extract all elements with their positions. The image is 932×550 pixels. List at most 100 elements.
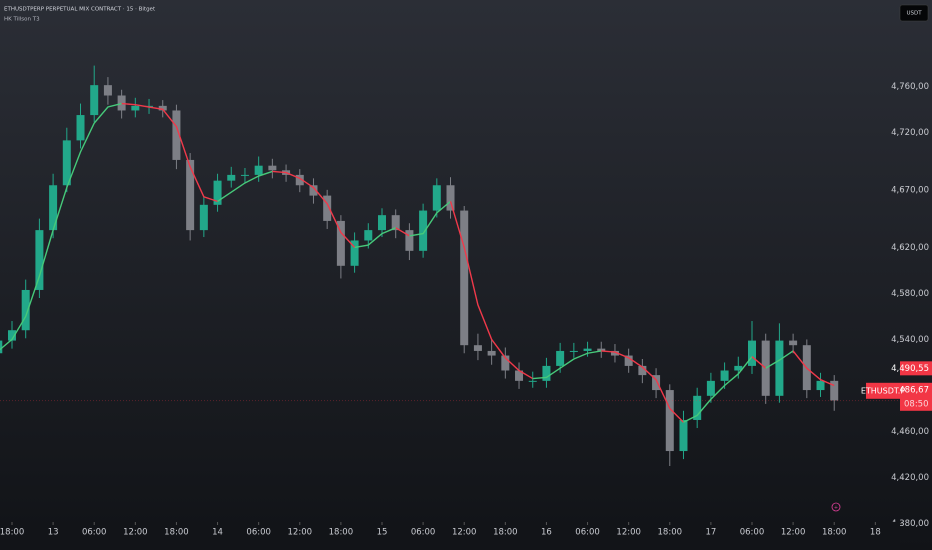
- t3-line: [532, 350, 602, 380]
- event-marker[interactable]: [831, 502, 841, 512]
- candle-body: [679, 419, 688, 452]
- candle-body: [665, 390, 674, 452]
- candle-body: [515, 370, 524, 381]
- t3-line: [601, 350, 684, 423]
- x-tick-label: 12:00: [123, 528, 148, 538]
- candle-body: [473, 345, 482, 351]
- candle-body: [90, 85, 99, 116]
- candle-body: [35, 230, 44, 290]
- candle-body: [624, 355, 633, 366]
- t3-line: [409, 200, 451, 237]
- candle-body: [501, 355, 510, 371]
- price-box: [900, 361, 932, 376]
- candle-body: [131, 105, 140, 111]
- candle-body: [528, 380, 537, 382]
- candle-body: [487, 350, 496, 356]
- candle-body: [391, 215, 400, 231]
- x-tick-label: 12:00: [452, 528, 477, 538]
- candle-body: [569, 350, 578, 352]
- t3-line: [217, 170, 273, 202]
- candle-body: [432, 185, 441, 211]
- candle-body: [775, 340, 784, 396]
- currency: USDT: [906, 11, 922, 17]
- candle-body: [652, 375, 661, 391]
- y-tick-label: 4,720,00: [891, 128, 929, 138]
- candle-body: [172, 110, 181, 160]
- y-tick-label: 4,460,00: [891, 427, 929, 437]
- y-tick-label: 4,540,00: [891, 335, 929, 345]
- candle-body: [583, 348, 592, 351]
- x-tick-label: 06:00: [246, 528, 271, 538]
- plot-area: [0, 65, 839, 467]
- candle-body: [21, 289, 30, 331]
- x-tick-label: 12:00: [616, 528, 641, 538]
- t3-line: [395, 227, 410, 237]
- last-price-label: 4,486,67: [891, 385, 929, 395]
- candle-body: [747, 340, 756, 366]
- x-tick-label: 18:00: [0, 528, 24, 538]
- last-price-box: [900, 382, 932, 411]
- candle-body: [350, 240, 359, 266]
- x-tick-label: 18:00: [658, 528, 683, 538]
- candle-body: [789, 340, 798, 346]
- candle-body: [49, 185, 58, 231]
- candle-body: [542, 365, 551, 381]
- x-tick-label: 12:00: [288, 528, 313, 538]
- y-tick-label: 4,380,00: [891, 519, 929, 529]
- candle-body: [761, 340, 770, 396]
- x-tick-label: 06:00: [411, 528, 436, 538]
- x-tick-label: 16: [541, 528, 552, 538]
- candle-body: [117, 95, 126, 111]
- chart-title: ETHUSDTPERP PERPETUAL MIX CONTRACT · 15 …: [4, 7, 156, 13]
- x-tick-label: 18:00: [164, 528, 189, 538]
- t3-line: [751, 356, 767, 369]
- candle-body: [693, 395, 702, 420]
- x-tick-label: 06:00: [575, 528, 600, 538]
- x-tick-label: 06:00: [740, 528, 765, 538]
- candle-body: [213, 180, 222, 205]
- indicator-name: HK Tillson T3: [4, 17, 40, 23]
- candle-body: [830, 380, 839, 401]
- t3-line: [765, 350, 794, 369]
- candle-body: [268, 165, 277, 171]
- y-tick-label: 4,620,00: [891, 243, 929, 253]
- y-tick-label: 4,580,00: [891, 289, 929, 299]
- x-tick-label: 18: [870, 528, 881, 538]
- y-tick-label: 4,420,00: [891, 473, 929, 483]
- candle-body: [295, 174, 304, 186]
- y-tick-label: 4,760,00: [891, 82, 929, 92]
- t3-line: [449, 201, 534, 380]
- t3-line: [0, 102, 122, 351]
- candle-body: [734, 365, 743, 371]
- candle-body: [227, 174, 236, 181]
- currency-box[interactable]: [899, 4, 929, 22]
- candle-body: [364, 230, 373, 241]
- candle-body: [706, 380, 715, 396]
- candle-body: [103, 85, 112, 96]
- candle-body: [597, 348, 606, 351]
- x-tick-label: 17: [705, 528, 716, 538]
- candle-body: [158, 105, 167, 111]
- event-marker-icon: +: [834, 505, 838, 511]
- y-tick-label: 4,670,00: [891, 185, 929, 195]
- x-tick-label: 15: [377, 528, 388, 538]
- x-tick-label: 18:00: [493, 528, 518, 538]
- symbol-tag: [866, 382, 900, 399]
- candle-body: [460, 210, 469, 346]
- candle-body: [419, 210, 428, 251]
- t3-line: [354, 227, 396, 249]
- time-axis: [0, 522, 900, 550]
- t3-line: [121, 102, 218, 203]
- t3-line: [792, 350, 835, 387]
- candle-body: [309, 185, 318, 196]
- candle-body: [405, 230, 414, 251]
- candle-body: [446, 185, 455, 211]
- countdown: 08:50: [904, 399, 929, 409]
- x-tick-label: 13: [48, 528, 59, 538]
- t3-line: [272, 170, 356, 248]
- price-label: 4,490,55: [891, 364, 929, 374]
- candle-body: [7, 330, 16, 341]
- candle-body: [76, 115, 85, 141]
- x-tick-label: 18:00: [329, 528, 354, 538]
